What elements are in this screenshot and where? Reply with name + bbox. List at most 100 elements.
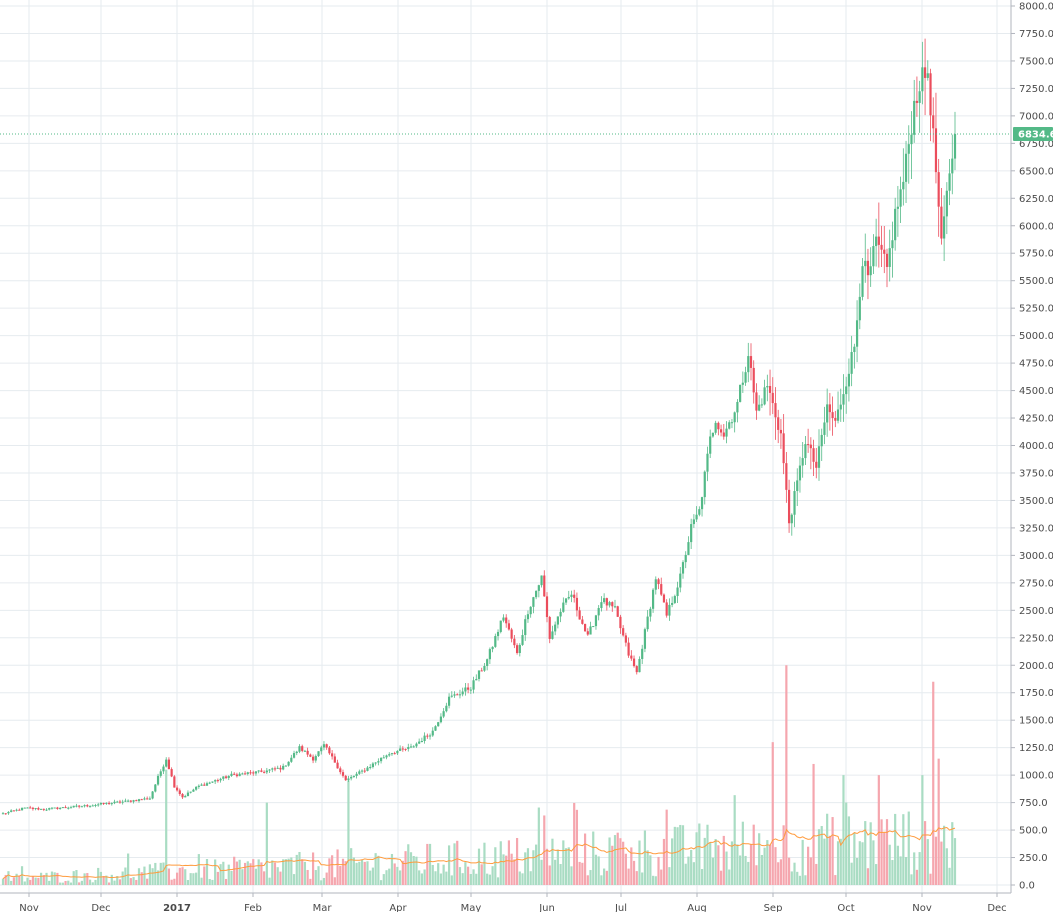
volume-bar: [548, 865, 551, 885]
volume-bar: [551, 838, 554, 885]
volume-bar: [603, 868, 606, 885]
volume-bar: [148, 864, 151, 885]
candle-up: [570, 594, 573, 597]
candle-up: [360, 770, 364, 772]
candle-up: [211, 781, 214, 783]
candle-up: [469, 689, 472, 691]
volume-bar: [807, 846, 810, 885]
candle-up: [23, 807, 26, 809]
volume-bar: [907, 811, 910, 885]
volume-bar: [105, 875, 108, 885]
candle-down: [309, 754, 312, 757]
candle-down: [507, 623, 511, 630]
candle-down: [548, 617, 551, 639]
volume-bar: [371, 867, 375, 885]
volume-bar: [834, 875, 837, 885]
candle-up: [61, 807, 64, 809]
candle-up: [518, 644, 521, 653]
candle-down: [510, 629, 513, 639]
volume-bar: [755, 865, 758, 885]
candle-down: [56, 807, 59, 809]
volume-bar: [771, 742, 774, 885]
volume-bar: [447, 845, 451, 885]
volume-bar: [698, 823, 701, 885]
candle-down: [140, 799, 143, 801]
volume-bar: [513, 859, 516, 885]
volume-bar: [34, 877, 37, 885]
volume-bar: [733, 795, 736, 885]
volume-bar: [64, 880, 67, 885]
volume-bar: [692, 862, 695, 885]
candle-up: [80, 806, 83, 808]
volume-bar: [99, 871, 103, 885]
candle-up: [287, 761, 290, 766]
candle-up: [388, 754, 391, 756]
volume-bar: [858, 841, 861, 885]
candle-up: [110, 803, 113, 805]
candle-up: [75, 805, 78, 807]
volume-bar: [366, 861, 369, 885]
volume-bar: [216, 871, 219, 885]
volume-bar: [159, 862, 162, 885]
candle-up: [347, 778, 350, 781]
volume-bar: [339, 865, 342, 885]
candle-up: [793, 491, 796, 515]
volume-bar: [477, 848, 481, 885]
candle-up: [858, 296, 861, 321]
volume-bar: [184, 869, 187, 885]
candle-up: [758, 404, 761, 411]
candle-down: [545, 596, 549, 618]
candle-up: [592, 626, 595, 628]
volume-bar: [10, 880, 13, 885]
candle-down: [336, 762, 339, 769]
candle-down: [12, 810, 15, 812]
volume-bar: [173, 878, 176, 885]
volume-bar: [331, 855, 334, 885]
candle-up: [113, 801, 116, 804]
candle-up: [681, 562, 685, 574]
volume-bar: [875, 864, 878, 885]
volume-bar: [401, 860, 404, 885]
candle-up: [284, 765, 287, 767]
candle-up: [529, 606, 532, 615]
volume-bar: [774, 847, 777, 885]
candle-down: [543, 575, 546, 597]
time-axis[interactable]: Nov Dec 2017 Feb Mar Apr May Jun Jul Aug Sep Oct Nov…: [0, 892, 1011, 912]
candle-up: [214, 780, 217, 782]
volume-bar: [263, 871, 266, 885]
volume-bar: [861, 842, 864, 885]
price-axis[interactable]: 8000.0 7750.0 7500.0 7250.0 7000.0 6750.0 6500…: [1010, 0, 1053, 893]
candle-down: [749, 356, 753, 368]
volume-bar: [39, 872, 43, 885]
volume-bar: [423, 869, 426, 885]
candle-down: [755, 392, 758, 411]
volume-bar: [554, 859, 557, 885]
candle-up: [687, 542, 690, 555]
volume-bar: [205, 859, 209, 885]
candle-up: [826, 404, 829, 423]
candle-up: [10, 810, 13, 812]
volume-bar: [252, 859, 255, 885]
candle-up: [521, 635, 524, 645]
volume-bar: [480, 864, 483, 885]
volume-bar: [491, 866, 494, 885]
volume-bar: [842, 775, 845, 885]
candle-up: [418, 741, 421, 744]
volume-bar: [681, 825, 685, 885]
volume-bar: [4, 874, 7, 885]
volume-bar: [360, 859, 364, 885]
volume-bar: [257, 859, 260, 885]
volume-bar: [390, 853, 394, 885]
volume-bar: [50, 871, 54, 885]
candle-up: [197, 785, 200, 787]
volume-bar: [271, 860, 274, 885]
y-tick-label: 1250.0: [1019, 743, 1053, 754]
candle-up: [200, 784, 203, 786]
candle-up: [918, 91, 921, 103]
y-tick-label: 4500.0: [1019, 386, 1053, 397]
y-tick-label: 6750.0: [1019, 139, 1053, 150]
candle-up: [461, 691, 464, 695]
candle-up: [271, 768, 274, 770]
volume-bar: [227, 864, 230, 885]
